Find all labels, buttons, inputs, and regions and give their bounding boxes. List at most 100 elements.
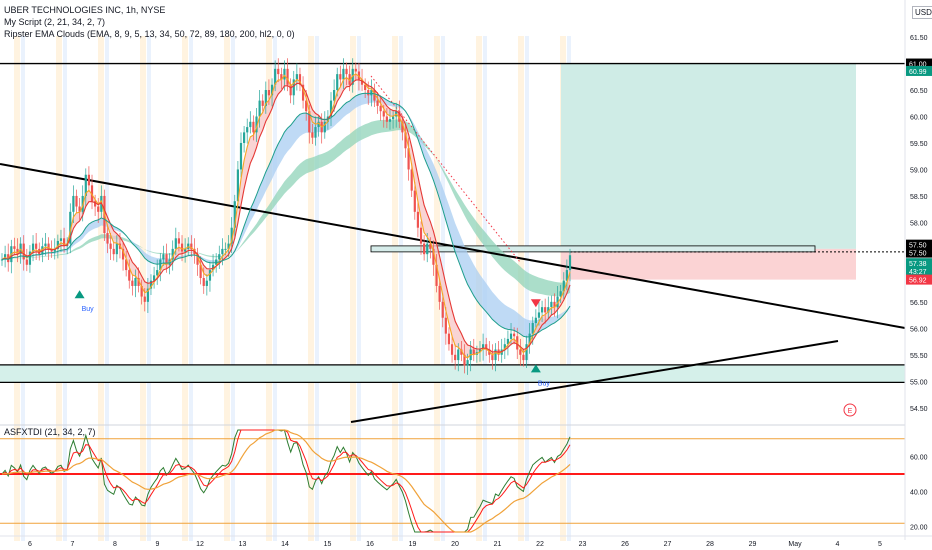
candle-body xyxy=(190,243,193,249)
candle-body xyxy=(149,280,153,289)
candle-body xyxy=(75,195,78,207)
candle-body xyxy=(416,211,420,228)
price-tick-label: 58.50 xyxy=(910,194,928,201)
price-tick-label: 56.50 xyxy=(910,300,928,307)
osc-tick-label: 60.00 xyxy=(910,454,928,461)
candle-body xyxy=(450,344,454,355)
ema-red-line xyxy=(1,79,571,353)
candle-body xyxy=(128,270,131,281)
candle-body xyxy=(317,121,320,128)
candle-body xyxy=(125,259,128,271)
currency-label[interactable]: USD xyxy=(912,6,932,19)
candle-body xyxy=(239,142,243,170)
symbol-legend[interactable]: UBER TECHNOLOGIES INC, 1h, NYSE xyxy=(4,5,166,15)
time-tick-label: 26 xyxy=(621,541,629,548)
candle-body xyxy=(258,100,261,117)
price-badge xyxy=(906,239,932,250)
candle-body xyxy=(329,100,333,117)
candle-body xyxy=(559,291,562,297)
price-tick-label: 61.50 xyxy=(910,35,928,42)
time-tick-label: 9 xyxy=(156,541,160,548)
candle-body xyxy=(289,84,292,96)
ripster-legend[interactable]: Ripster EMA Clouds (EMA, 8, 9, 5, 13, 34… xyxy=(4,29,295,39)
candle-body xyxy=(47,243,50,249)
candle-body xyxy=(503,344,506,350)
time-tick-label: 14 xyxy=(281,541,289,548)
candle-body xyxy=(370,90,373,96)
candle-body xyxy=(522,354,525,361)
time-tick-label: 22 xyxy=(536,541,544,548)
candle-body xyxy=(454,354,457,361)
risk-reward-zones xyxy=(0,63,905,383)
candle-body xyxy=(211,264,215,271)
candle-body xyxy=(199,264,202,279)
candle-body xyxy=(314,127,317,138)
time-tick-label: 20 xyxy=(451,541,459,548)
candle-body xyxy=(143,296,146,302)
candle-body xyxy=(16,248,19,255)
candle-body xyxy=(97,206,100,212)
candle-body xyxy=(311,132,314,138)
candle-body xyxy=(280,74,283,80)
candle-body xyxy=(31,243,35,252)
candle-body xyxy=(131,280,134,286)
candle-body xyxy=(540,307,544,313)
candle-body xyxy=(270,84,274,96)
oscillator-pane xyxy=(0,424,905,533)
time-tick-label: 16 xyxy=(366,541,374,548)
price-badge xyxy=(906,274,932,285)
candle-body xyxy=(7,254,10,263)
price-tick-label: 60.50 xyxy=(910,88,928,95)
candle-body xyxy=(472,349,475,355)
candle-body xyxy=(227,243,230,249)
time-tick-label: 5 xyxy=(878,541,882,548)
candle-body xyxy=(373,90,376,101)
price-tick-label: 54.50 xyxy=(910,406,928,413)
candle-body xyxy=(72,195,75,212)
candle-body xyxy=(264,90,267,106)
candle-body xyxy=(525,344,528,361)
candle-body xyxy=(177,238,181,244)
time-axis[interactable]: 6 7 8 9 12 13 14 15 16 19 20 21 22 23 26 27 28 29 May 4 5 xyxy=(0,535,932,548)
oscillator-legend[interactable]: ASFXTDI (21, 34, 2, 7) xyxy=(4,427,96,437)
candle-body xyxy=(429,243,432,249)
candle-body xyxy=(485,344,488,350)
candle-body xyxy=(466,360,469,366)
candle-body xyxy=(13,246,16,249)
ema-lines xyxy=(1,73,571,359)
buy-signal-label: Buy xyxy=(538,380,551,387)
support-band xyxy=(0,364,905,383)
ema-teal-line xyxy=(1,92,571,338)
price-tick-label: 55.00 xyxy=(910,379,928,386)
time-tick-label: 19 xyxy=(409,541,417,548)
price-axis[interactable]: 61.50 61.00 60.50 60.00 59.50 59.00 58.50 58.00… xyxy=(904,0,932,540)
price-tick-label: 56.00 xyxy=(910,326,928,333)
time-tick-label: 6 xyxy=(28,541,32,548)
candle-body xyxy=(506,338,510,345)
script-legend[interactable]: My Script (2, 21, 34, 2, 7) xyxy=(4,17,106,27)
candle-body xyxy=(537,312,541,318)
candle-body xyxy=(112,248,115,255)
candle-body xyxy=(357,71,361,80)
candle-body xyxy=(115,243,118,255)
time-tick-label: 4 xyxy=(836,541,840,548)
candle-body xyxy=(87,174,91,186)
candle-body xyxy=(146,288,149,302)
ema-clouds xyxy=(2,74,570,358)
price-tick-label: 59.50 xyxy=(910,141,928,148)
candle-body xyxy=(301,84,305,101)
price-badge-label: 57.38 xyxy=(909,261,927,268)
candle-body xyxy=(277,68,280,75)
candle-body xyxy=(174,238,177,249)
candle-body xyxy=(261,100,264,106)
candle-body xyxy=(544,307,547,313)
candle-body xyxy=(509,333,513,339)
price-badge xyxy=(906,58,932,69)
candle-body xyxy=(379,105,382,112)
candle-body xyxy=(184,248,187,252)
time-tick-label: 21 xyxy=(494,541,502,548)
candle-body xyxy=(410,169,413,191)
candle-body xyxy=(218,254,221,260)
candle-body xyxy=(233,201,236,228)
